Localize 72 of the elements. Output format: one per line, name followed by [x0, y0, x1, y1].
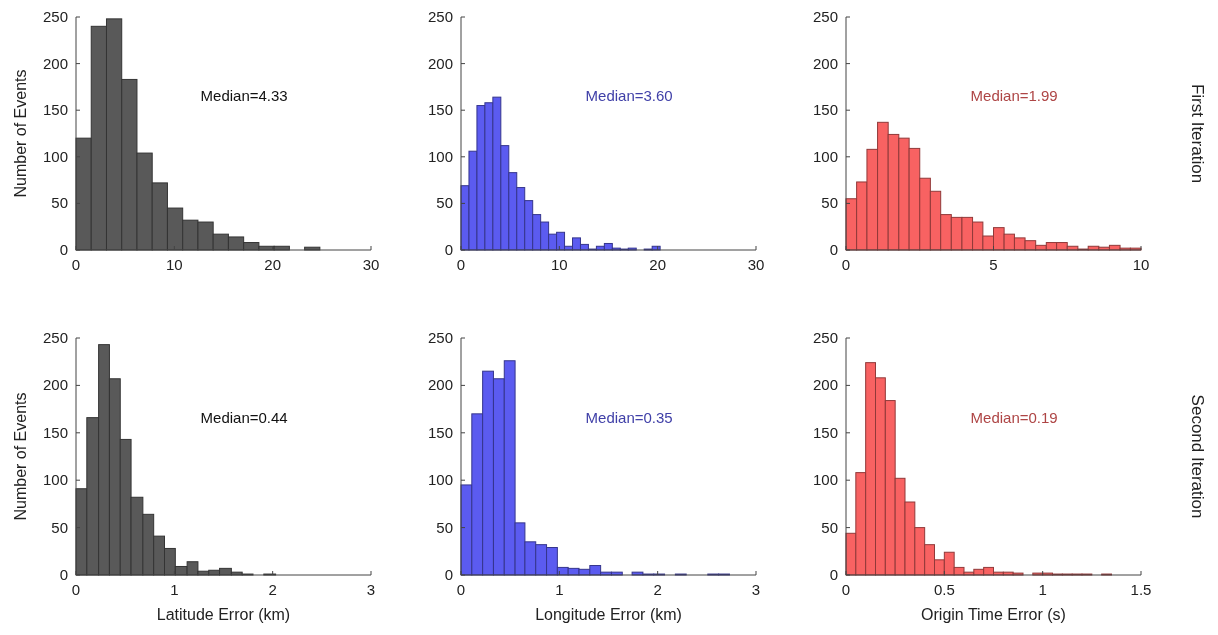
- annotation: Median=0.44: [200, 409, 288, 427]
- y-tick-label: 150: [427, 423, 453, 441]
- x-tick-label: 0: [456, 256, 466, 273]
- annotation: Median=0.19: [970, 409, 1058, 427]
- x-tick-label: 2: [653, 581, 662, 598]
- x-tick-label: 0.5: [933, 581, 955, 598]
- x-tick-label: 1: [170, 581, 179, 598]
- y-tick-label: 200: [427, 376, 453, 394]
- y-tick-label: 50: [436, 518, 453, 536]
- y-tick-label: 50: [821, 194, 838, 212]
- y-tick-label: 0: [829, 566, 838, 583]
- x-tick-label: 3: [751, 581, 761, 598]
- x-tick-label: 2: [268, 581, 277, 598]
- annotation: Median=0.35: [585, 409, 673, 427]
- y-tick-label: 200: [812, 376, 838, 394]
- y-tick-label: 50: [51, 194, 68, 212]
- y-tick-label: 0: [444, 241, 453, 258]
- annotation: Median=3.60: [585, 86, 673, 104]
- y-tick-label: 100: [42, 147, 68, 165]
- text: Second Iteration: [1188, 394, 1207, 519]
- y-tick-label: 250: [427, 8, 453, 25]
- text: First Iteration: [1188, 83, 1207, 184]
- y-tick-label: 150: [812, 423, 838, 441]
- x-tick-label: 1: [1038, 581, 1047, 598]
- y-axis-title: Number of Events: [12, 69, 29, 198]
- y-tick-label: 0: [444, 566, 453, 583]
- x-axis-title: Latitude Error (km): [156, 606, 291, 623]
- y-tick-label: 250: [427, 329, 453, 346]
- y-tick-label: 150: [427, 101, 453, 119]
- x-tick-label: 1: [555, 581, 564, 598]
- y-tick-label: 50: [51, 518, 68, 536]
- x-tick-label: 1.5: [1130, 581, 1152, 598]
- x-axis-title: Origin Time Error (s): [921, 606, 1066, 623]
- y-tick-label: 200: [427, 54, 453, 72]
- y-tick-label: 0: [59, 241, 68, 258]
- y-tick-label: 0: [59, 566, 68, 583]
- y-tick-label: 100: [427, 147, 453, 165]
- y-tick-label: 150: [812, 101, 838, 119]
- y-tick-label: 0: [829, 241, 838, 258]
- x-axis-title: Longitude Error (km): [535, 606, 682, 623]
- x-tick-label: 0: [71, 256, 81, 273]
- x-tick-label: 10: [1132, 256, 1150, 273]
- annotation: Median=1.99: [970, 86, 1058, 104]
- x-tick-label: 0: [71, 581, 81, 598]
- x-tick-label: 30: [747, 256, 765, 273]
- x-tick-label: 3: [366, 581, 376, 598]
- y-tick-label: 200: [812, 54, 838, 72]
- y-axis-title: Number of Events: [12, 392, 29, 521]
- x-tick-label: 20: [264, 256, 282, 273]
- x-tick-label: 0: [456, 581, 466, 598]
- y-tick-label: 250: [42, 8, 68, 25]
- y-tick-label: 100: [427, 471, 453, 489]
- y-tick-label: 200: [42, 54, 68, 72]
- y-tick-label: 250: [812, 8, 838, 25]
- y-tick-label: 250: [812, 329, 838, 346]
- x-tick-label: 10: [550, 256, 568, 273]
- y-tick-label: 100: [812, 471, 838, 489]
- annotation: Median=4.33: [200, 86, 288, 104]
- y-tick-label: 100: [812, 147, 838, 165]
- x-tick-label: 20: [649, 256, 667, 273]
- x-tick-label: 0: [841, 581, 851, 598]
- y-tick-label: 150: [42, 101, 68, 119]
- x-tick-label: 30: [362, 256, 380, 273]
- y-tick-label: 150: [42, 423, 68, 441]
- x-tick-label: 10: [165, 256, 183, 273]
- x-tick-label: 0: [841, 256, 851, 273]
- y-tick-label: 100: [42, 471, 68, 489]
- y-tick-label: 250: [42, 329, 68, 346]
- y-tick-label: 50: [436, 194, 453, 212]
- y-tick-label: 50: [821, 518, 838, 536]
- y-tick-label: 200: [42, 376, 68, 394]
- x-tick-label: 5: [989, 256, 998, 273]
